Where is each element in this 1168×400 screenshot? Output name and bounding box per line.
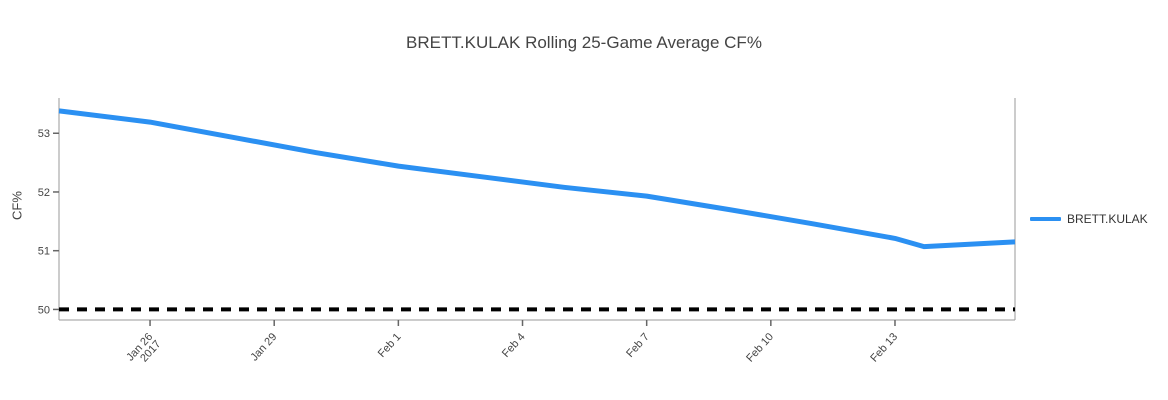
x-tick-label: Feb 13 xyxy=(868,331,900,364)
y-tick-label: 51 xyxy=(38,246,50,258)
x-tick-label: Feb 7 xyxy=(624,331,652,360)
x-tick-label: Feb 1 xyxy=(376,331,404,360)
x-tick-label: Jan 262017 xyxy=(124,331,163,371)
legend-label: BRETT.KULAK xyxy=(1067,212,1148,226)
legend-item-brett-kulak[interactable]: BRETT.KULAK xyxy=(1030,212,1148,226)
series-line-brett-kulak xyxy=(58,108,1016,250)
y-axis-title: CF% xyxy=(9,191,25,220)
legend-line-swatch xyxy=(1030,217,1061,221)
x-tick-label: Feb 10 xyxy=(744,331,776,364)
y-tick-label: 52 xyxy=(38,187,50,199)
chart-title: BRETT.KULAK Rolling 25-Game Average CF% xyxy=(406,33,762,52)
x-tick-label: Feb 4 xyxy=(500,331,528,360)
y-tick-label: 50 xyxy=(38,304,50,316)
x-tick-label: Jan 29 xyxy=(248,331,279,364)
y-tick-label: 53 xyxy=(38,128,50,140)
